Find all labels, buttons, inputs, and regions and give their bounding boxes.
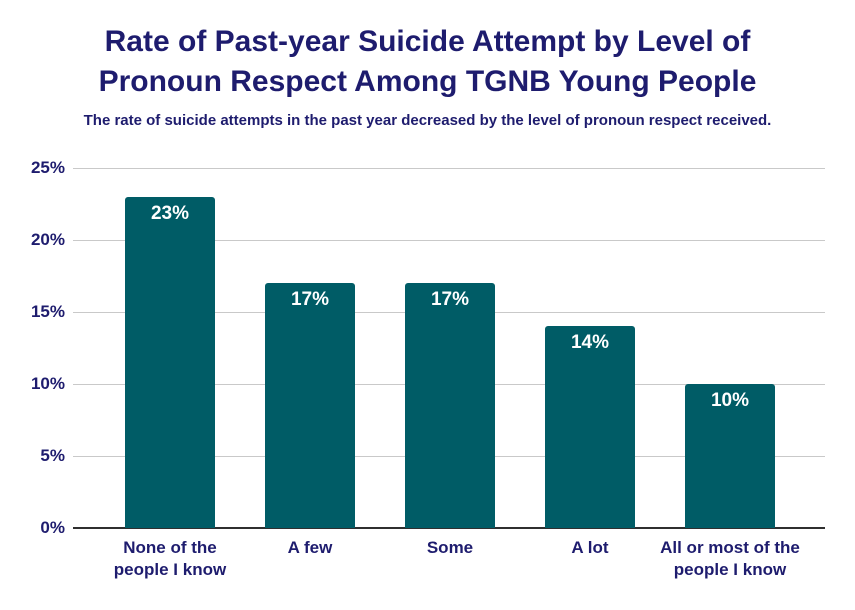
x-axis-category-label: Some (360, 537, 540, 559)
x-axis-category-label-line: Some (426, 538, 474, 557)
x-axis-category-label-line: None of the (123, 538, 217, 557)
x-axis-category-label: None of the people I know (80, 537, 260, 581)
x-axis-category-label-line: A lot (571, 538, 609, 557)
x-axis-category-label: A few (220, 537, 400, 559)
y-axis-tick-label: 20% (30, 230, 65, 249)
bar-value-label: 17% (430, 289, 470, 311)
y-axis-tick-label: 5% (40, 446, 65, 465)
gridline (73, 240, 825, 241)
gridline (73, 168, 825, 169)
chart-title-line1: Rate of Past-year Suicide Attempt by Lev… (104, 25, 751, 58)
y-axis-tick-label: 0% (40, 518, 65, 537)
x-axis-category-label-line: All or most of the (660, 538, 800, 557)
chart-subtitle: The rate of suicide attempts in the past… (83, 112, 772, 129)
bar-value-label: 17% (290, 289, 330, 311)
bar-value-label: 10% (710, 390, 750, 411)
plot-area: 23% 17% 17% 14% 10% (73, 168, 825, 529)
bar-value-label: 23% (150, 202, 190, 224)
bar-1: 23% (125, 196, 215, 528)
x-axis-category-label: All or most of the people I know (640, 537, 820, 581)
chart-title: Rate of Past-year Suicide Attempt by Lev… (0, 22, 855, 102)
bar-5: 10% (685, 384, 775, 528)
y-axis-tick-label: 10% (30, 374, 65, 393)
y-axis-tick-label: 15% (30, 302, 65, 321)
x-axis-category-label-line: people I know (113, 560, 227, 579)
bar-3: 17% (405, 283, 495, 528)
bar-4: 14% (545, 326, 635, 528)
x-axis-category-label: A lot (500, 537, 680, 559)
x-axis-category-label-line: A few (287, 538, 333, 557)
y-axis-tick-label: 25% (30, 158, 65, 177)
x-axis-category-label-line: people I know (673, 560, 787, 579)
bar-2: 17% (265, 283, 355, 528)
x-axis-baseline (73, 527, 825, 529)
chart-title-line2: Pronoun Respect Among TGNB Young People (98, 65, 757, 98)
bar-value-label: 14% (570, 332, 610, 354)
